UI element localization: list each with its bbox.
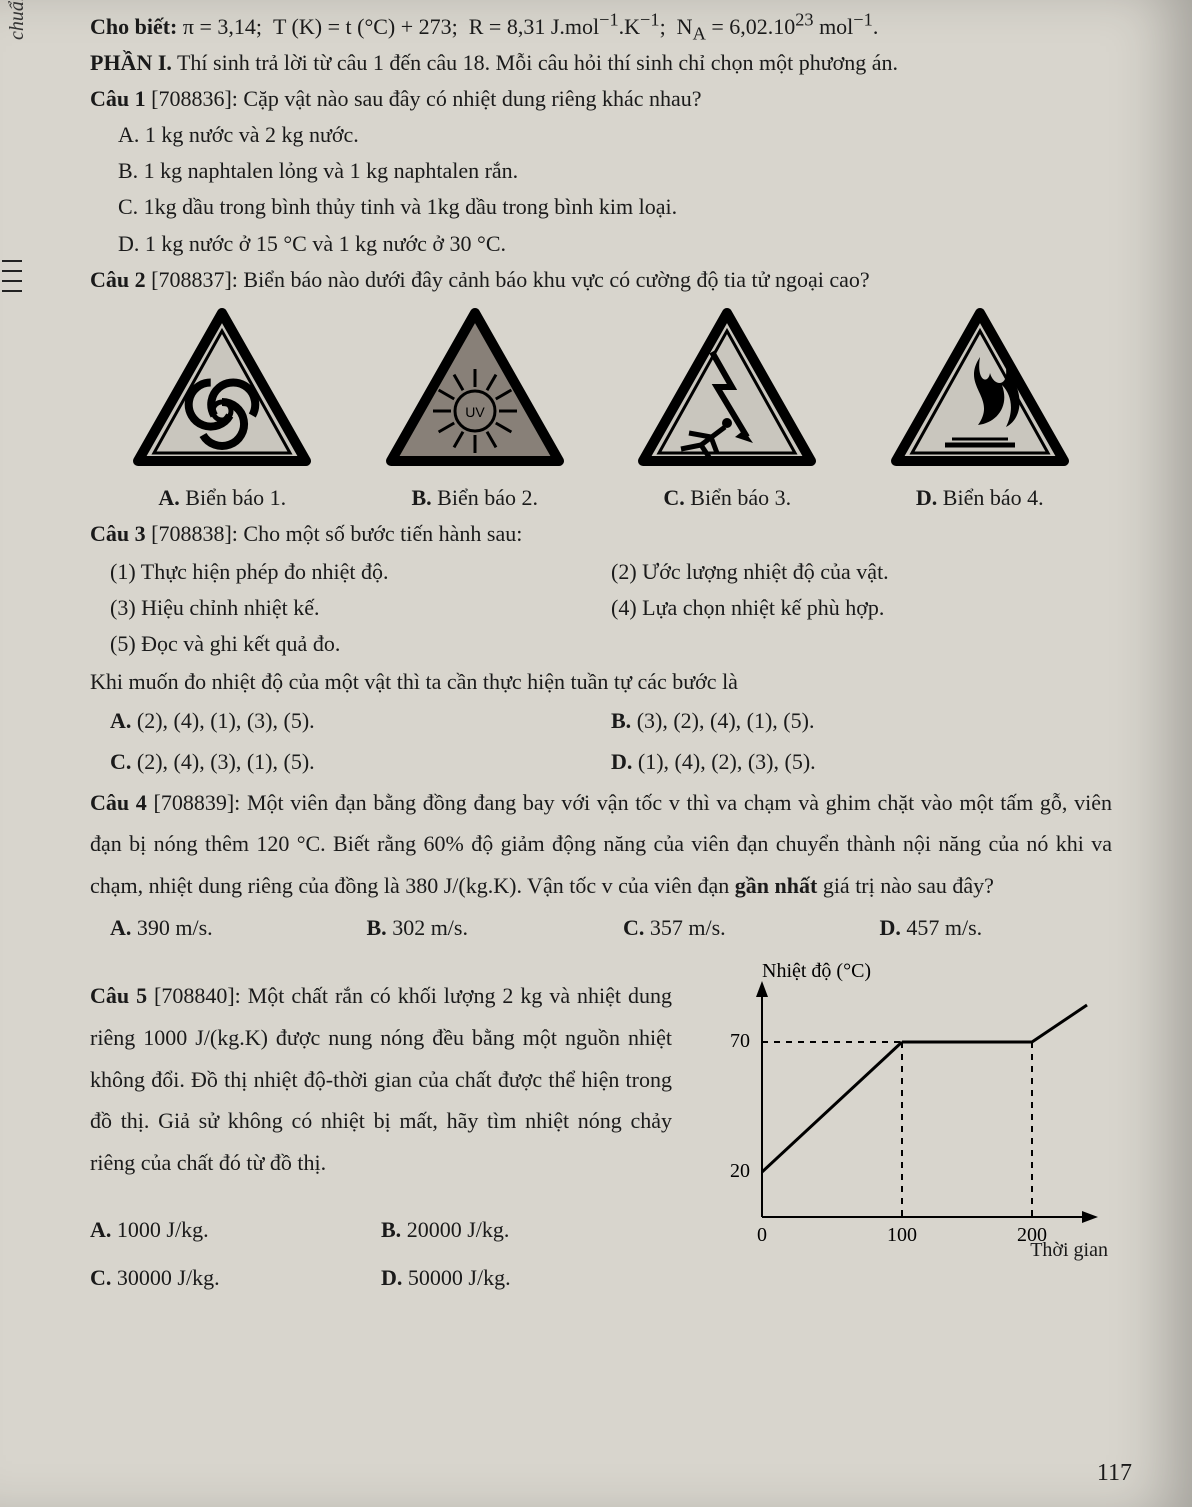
graph-xtick-100: 100	[887, 1224, 917, 1246]
q3-s3: (3) Hiệu chỉnh nhiệt kế.	[110, 591, 611, 625]
q1-header: Câu 1 [708836]: Cặp vật nào sau đây có n…	[90, 82, 1112, 116]
graph-ytick-20: 20	[730, 1160, 750, 1182]
q4-options: A. 390 m/s. B. 302 m/s. C. 357 m/s. D. 4…	[110, 911, 1112, 945]
q5-block: Câu 5 [708840]: Một chất rắn có khối lượ…	[90, 953, 1112, 1302]
q1-optD: D. 1 kg nước ở 15 °C và 1 kg nước ở 30 °…	[118, 227, 1112, 261]
margin-label: chuẩn	[6, 0, 29, 40]
section-heading: PHẦN I. Thí sinh trả lời từ câu 1 đến câ…	[90, 46, 1112, 80]
q3-s1: (1) Thực hiện phép đo nhiệt độ.	[110, 555, 611, 589]
page-number: 117	[1097, 1460, 1132, 1487]
q3-answers: A. (2), (4), (1), (3), (5). B. (3), (2),…	[110, 701, 1112, 781]
q5-optA: A. 1000 J/kg.	[90, 1209, 381, 1251]
electric-shock-sign-icon	[637, 307, 817, 477]
q3-s4: (4) Lựa chọn nhiệt kế phù hợp.	[611, 591, 1112, 625]
graph-xtick-0: 0	[757, 1224, 767, 1246]
q5-optC: C. 30000 J/kg.	[90, 1257, 381, 1299]
uv-sign-icon: UV	[385, 307, 565, 477]
q3-steps: (1) Thực hiện phép đo nhiệt độ. (3) Hiệu…	[110, 553, 1112, 663]
q1-optA: A. 1 kg nước và 2 kg nước.	[118, 118, 1112, 152]
given-constants: Cho biết: π = 3,14; T (K) = t (°C) + 273…	[90, 10, 1112, 44]
q3-header: Câu 3 [708838]: Cho một số bước tiến hàn…	[90, 517, 1112, 551]
q3-s5: (5) Đọc và ghi kết quả đo.	[110, 627, 611, 661]
q5-graph: Nhiệt độ (°C) 70 20 0 100	[692, 953, 1112, 1266]
graph-ytick-70: 70	[730, 1030, 750, 1052]
q4-block: Câu 4 [708839]: Một viên đạn bằng đồng đ…	[90, 782, 1112, 907]
q1-optC: C. 1kg dầu trong bình thủy tinh và 1kg d…	[118, 190, 1112, 224]
flammable-sign-icon	[890, 307, 1070, 477]
page-content: Cho biết: π = 3,14; T (K) = t (°C) + 273…	[0, 0, 1192, 1342]
q5-optB: B. 20000 J/kg.	[381, 1209, 672, 1251]
q3-s2: (2) Ước lượng nhiệt độ của vật.	[611, 555, 1112, 589]
q2-header: Câu 2 [708837]: Biển báo nào dưới đây cả…	[90, 263, 1112, 297]
biohazard-sign-icon	[132, 307, 312, 477]
q5-optD: D. 50000 J/kg.	[381, 1257, 672, 1299]
graph-ylabel: Nhiệt độ (°C)	[762, 960, 871, 982]
q3-prompt: Khi muốn đo nhiệt độ của một vật thì ta …	[90, 665, 1112, 699]
ruler-marks	[2, 260, 22, 320]
warning-signs-row: A. A. Biển báo 1.Biển báo 1.	[96, 307, 1106, 515]
uv-label: UV	[465, 404, 485, 420]
q1-optB: B. 1 kg naphtalen lỏng và 1 kg naphtalen…	[118, 154, 1112, 188]
